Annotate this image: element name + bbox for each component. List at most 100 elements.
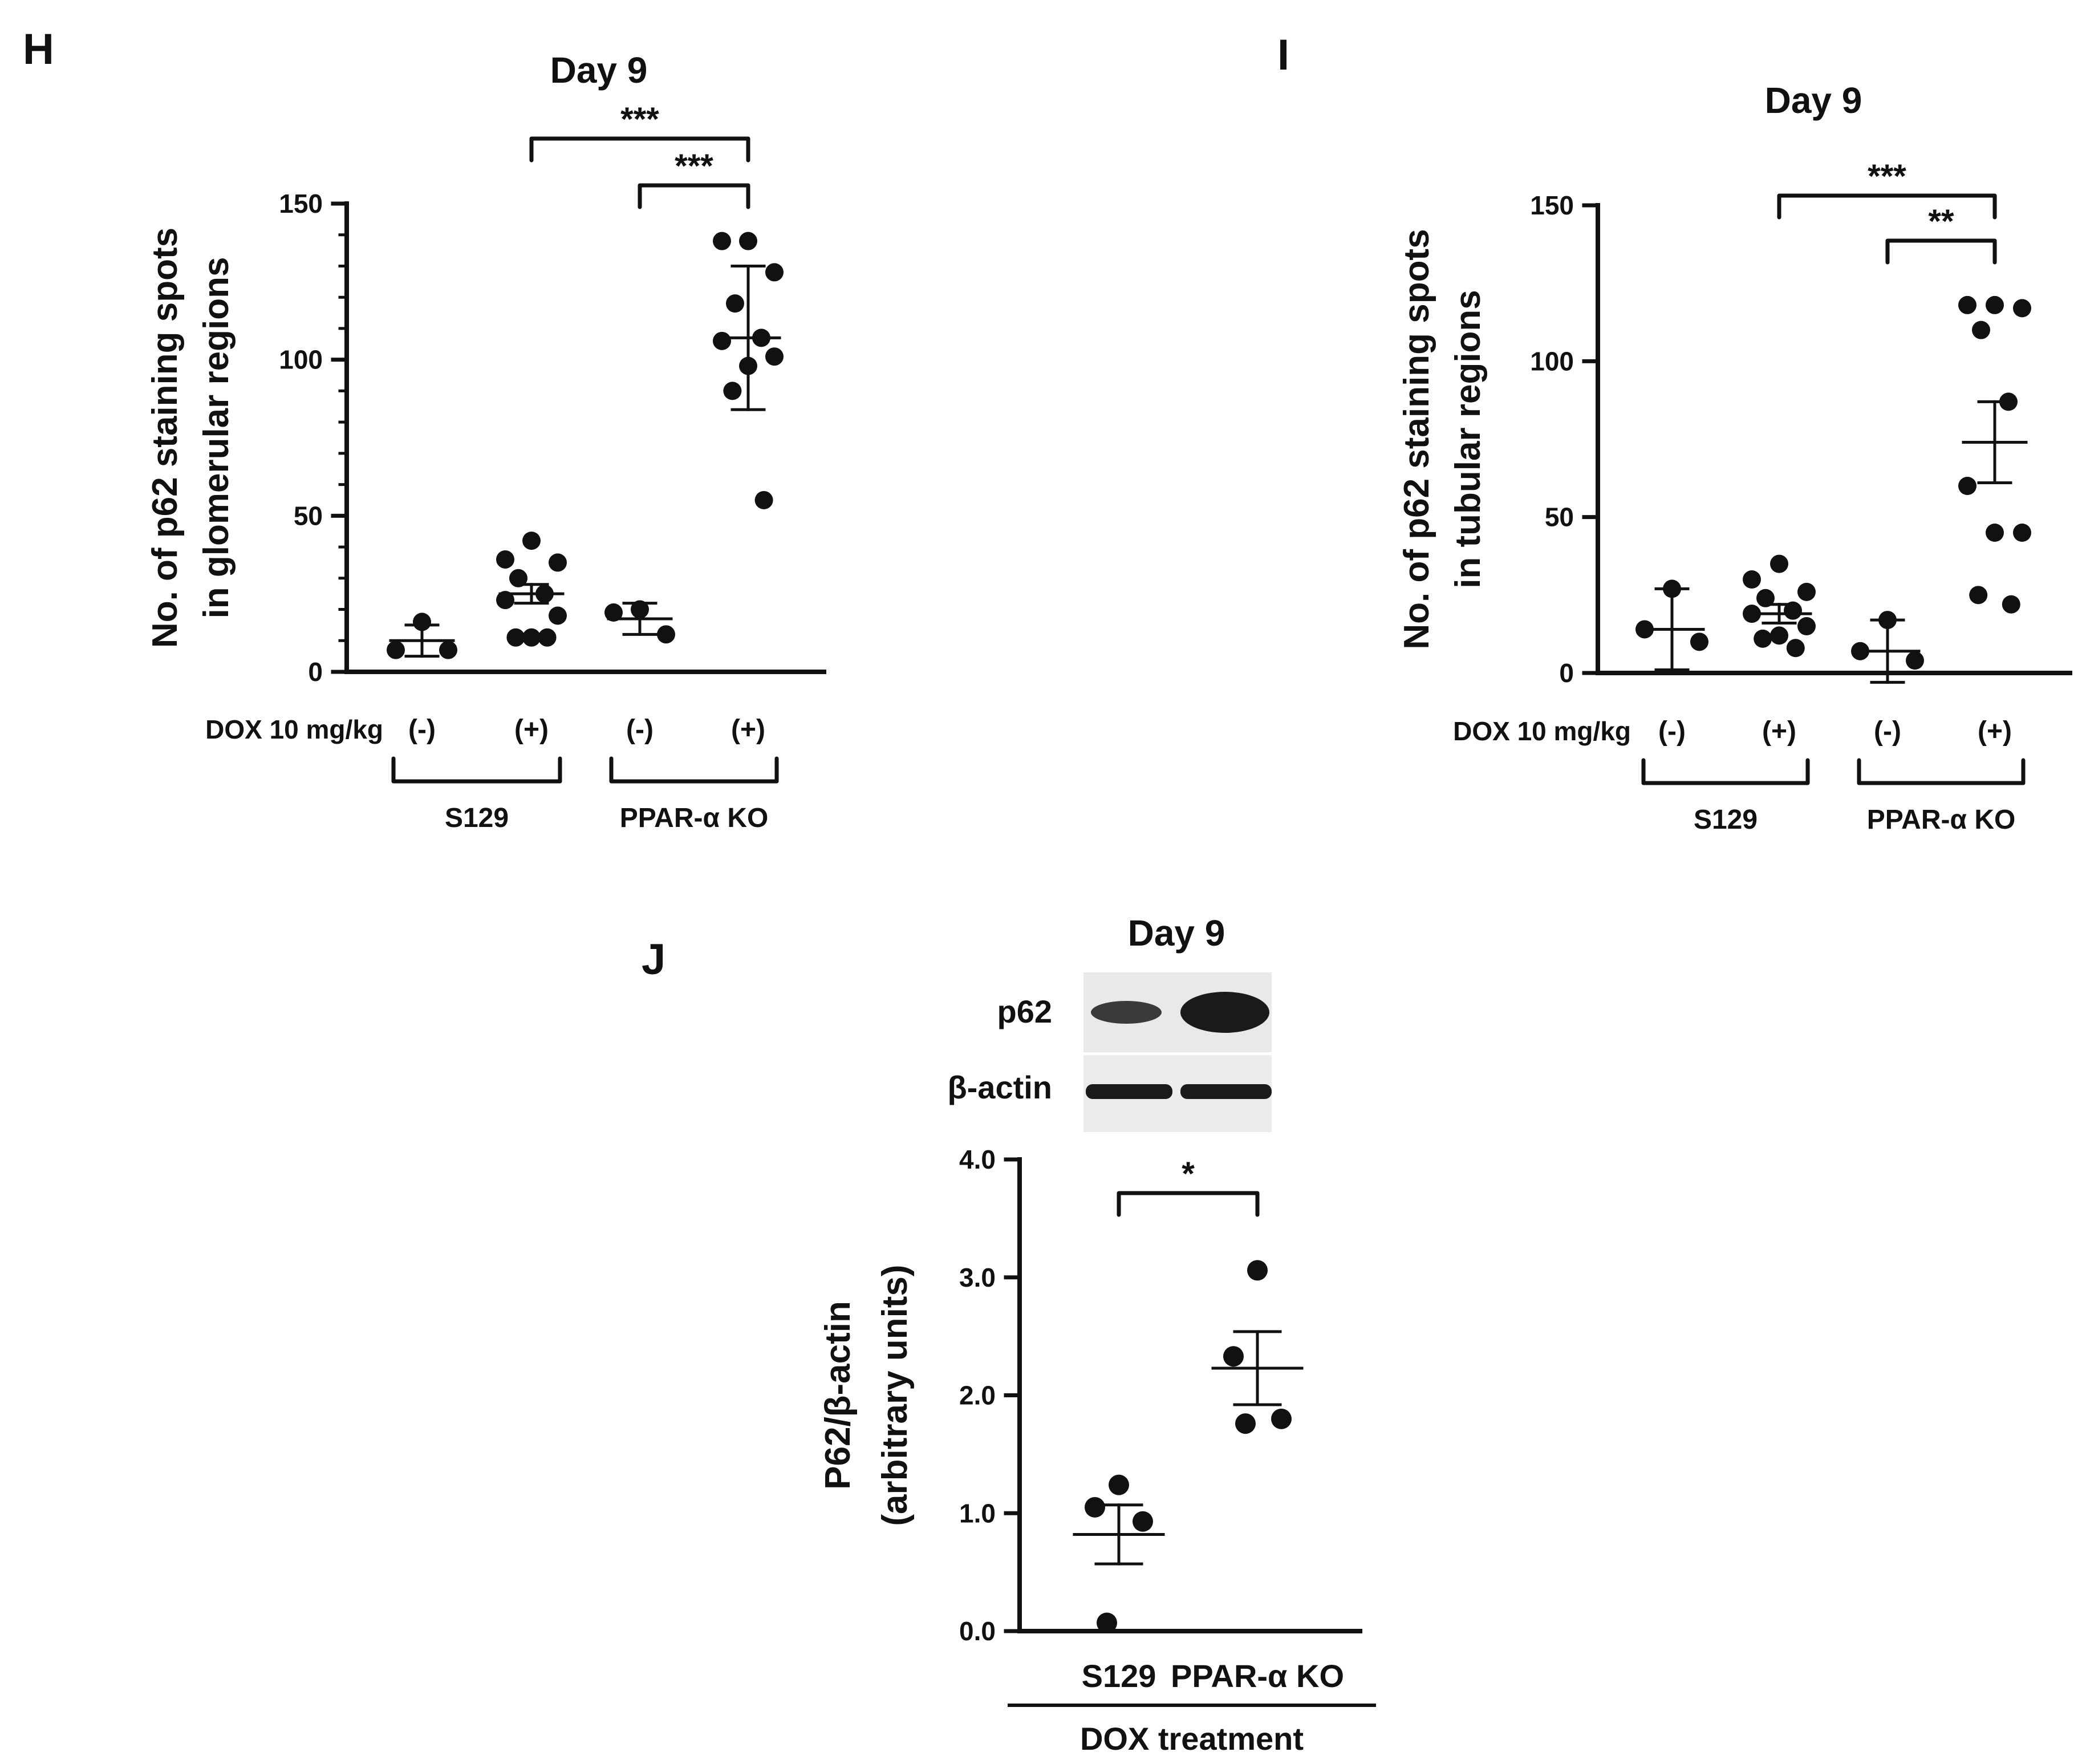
- panel-j-title: Day 9: [1128, 913, 1225, 954]
- significance-label: ***: [620, 101, 659, 138]
- y-tick-label: 50: [1545, 502, 1574, 532]
- data-point: [1223, 1346, 1244, 1367]
- data-point: [1906, 651, 1924, 670]
- y-tick-label: 150: [1530, 190, 1574, 220]
- data-point: [1109, 1474, 1129, 1495]
- group-bracket: [609, 756, 779, 784]
- category-label: (+): [1762, 716, 1796, 747]
- y-tick-label: 2.0: [959, 1381, 996, 1410]
- data-point: [1969, 586, 1988, 605]
- category-label: PPAR-α KO: [1171, 1658, 1344, 1694]
- data-point: [726, 294, 744, 313]
- data-point: [765, 263, 784, 282]
- category-label: (-): [626, 715, 654, 745]
- data-point: [1972, 321, 1990, 339]
- data-point: [2002, 595, 2020, 614]
- y-axis-title: (arbitrary units): [875, 1264, 915, 1526]
- blot-label-p62: p62: [997, 993, 1053, 1029]
- data-point: [604, 603, 623, 622]
- data-point: [1958, 295, 1976, 314]
- data-point: [657, 625, 675, 644]
- category-label: (-): [1874, 716, 1901, 747]
- chart-tubular: 0 50 100 150 No. of p62 staining spots in tub…: [1397, 158, 2072, 835]
- significance-bracket: [638, 183, 750, 209]
- data-point: [549, 606, 567, 625]
- category-label: S129: [1082, 1658, 1156, 1694]
- data-point: [754, 490, 773, 509]
- significance-bracket: [529, 136, 750, 163]
- blot-band-p62-ko: [1180, 992, 1269, 1033]
- data-point: [723, 382, 742, 400]
- y-axis-title: No. of p62 staining spots: [1397, 229, 1436, 649]
- group-label: PPAR-α KO: [620, 803, 769, 833]
- data-point: [522, 532, 541, 550]
- data-point: [2013, 524, 2031, 542]
- y-tick-label: 150: [279, 189, 323, 218]
- category-label: (-): [408, 715, 436, 745]
- y-tick-label: 0: [1559, 658, 1574, 688]
- y-axis-title: No. of p62 staining spots: [145, 228, 185, 648]
- data-point: [1743, 570, 1761, 589]
- data-point: [1235, 1413, 1256, 1434]
- blot-label-actin: β-actin: [947, 1069, 1052, 1105]
- significance-label: **: [1928, 203, 1954, 240]
- data-point: [1797, 582, 1816, 601]
- y-tick-label: 100: [279, 345, 323, 375]
- data-point: [1690, 632, 1708, 651]
- data-point: [496, 591, 514, 610]
- y-axis-title: in tubular regions: [1448, 290, 1488, 589]
- x-axis-title: DOX treatment: [1080, 1721, 1304, 1757]
- data-point: [1756, 589, 1775, 607]
- blot-band-actin-s129: [1086, 1084, 1172, 1099]
- data-point: [522, 628, 541, 647]
- panel-h-title: Day 9: [550, 50, 648, 91]
- data-point: [2013, 299, 2031, 318]
- significance-bracket: [1885, 238, 1997, 265]
- y-tick-label: 3.0: [959, 1263, 996, 1292]
- data-point: [496, 550, 514, 569]
- y-tick-label: 4.0: [959, 1145, 996, 1174]
- data-point: [413, 613, 431, 631]
- data-point: [1271, 1408, 1292, 1429]
- data-point: [506, 628, 525, 647]
- data-point: [1784, 601, 1802, 620]
- significance-label: ***: [1868, 158, 1906, 195]
- data-point: [1133, 1511, 1153, 1532]
- y-tick-label: 1.0: [959, 1498, 996, 1528]
- significance-bracket: [1777, 193, 1997, 220]
- data-point: [1986, 524, 2004, 542]
- significance-label: *: [1182, 1155, 1195, 1193]
- category-label: (+): [731, 715, 765, 745]
- data-point: [439, 640, 457, 659]
- data-point: [1754, 629, 1772, 648]
- group-bracket: [1641, 758, 1810, 785]
- y-axis-title: in glomerular regions: [197, 257, 236, 619]
- data-point: [538, 628, 557, 647]
- data-point: [1770, 554, 1788, 573]
- data-point: [713, 331, 731, 350]
- blot-band-actin-ko: [1180, 1084, 1272, 1099]
- data-point: [713, 232, 731, 250]
- data-point: [1247, 1260, 1268, 1281]
- panel-i-title: Day 9: [1765, 80, 1862, 121]
- significance-label: ***: [675, 148, 713, 185]
- group-label: S129: [445, 803, 509, 833]
- y-axis-title: P62/β-actin: [818, 1301, 858, 1490]
- data-point: [1770, 626, 1788, 645]
- group-bracket: [1857, 758, 2026, 785]
- dox-dose-label: DOX 10 mg/kg: [205, 715, 383, 744]
- data-point: [1085, 1497, 1105, 1518]
- y-tick-label: 0: [308, 657, 323, 687]
- category-label: (+): [1978, 716, 2012, 747]
- panel-letter-j: J: [642, 935, 665, 984]
- data-point: [1097, 1612, 1117, 1633]
- data-point: [1797, 617, 1816, 635]
- panel-letter-i: I: [1277, 31, 1289, 79]
- data-point: [387, 640, 405, 659]
- chart-glomerular: 0 50 100 150 No. of p62 staining spots in glo…: [145, 101, 826, 833]
- significance-bracket: [1117, 1191, 1260, 1217]
- group-bracket: [391, 756, 562, 784]
- panel-letter-h: H: [23, 25, 54, 74]
- data-point: [549, 553, 567, 572]
- y-tick-label: 100: [1530, 346, 1574, 376]
